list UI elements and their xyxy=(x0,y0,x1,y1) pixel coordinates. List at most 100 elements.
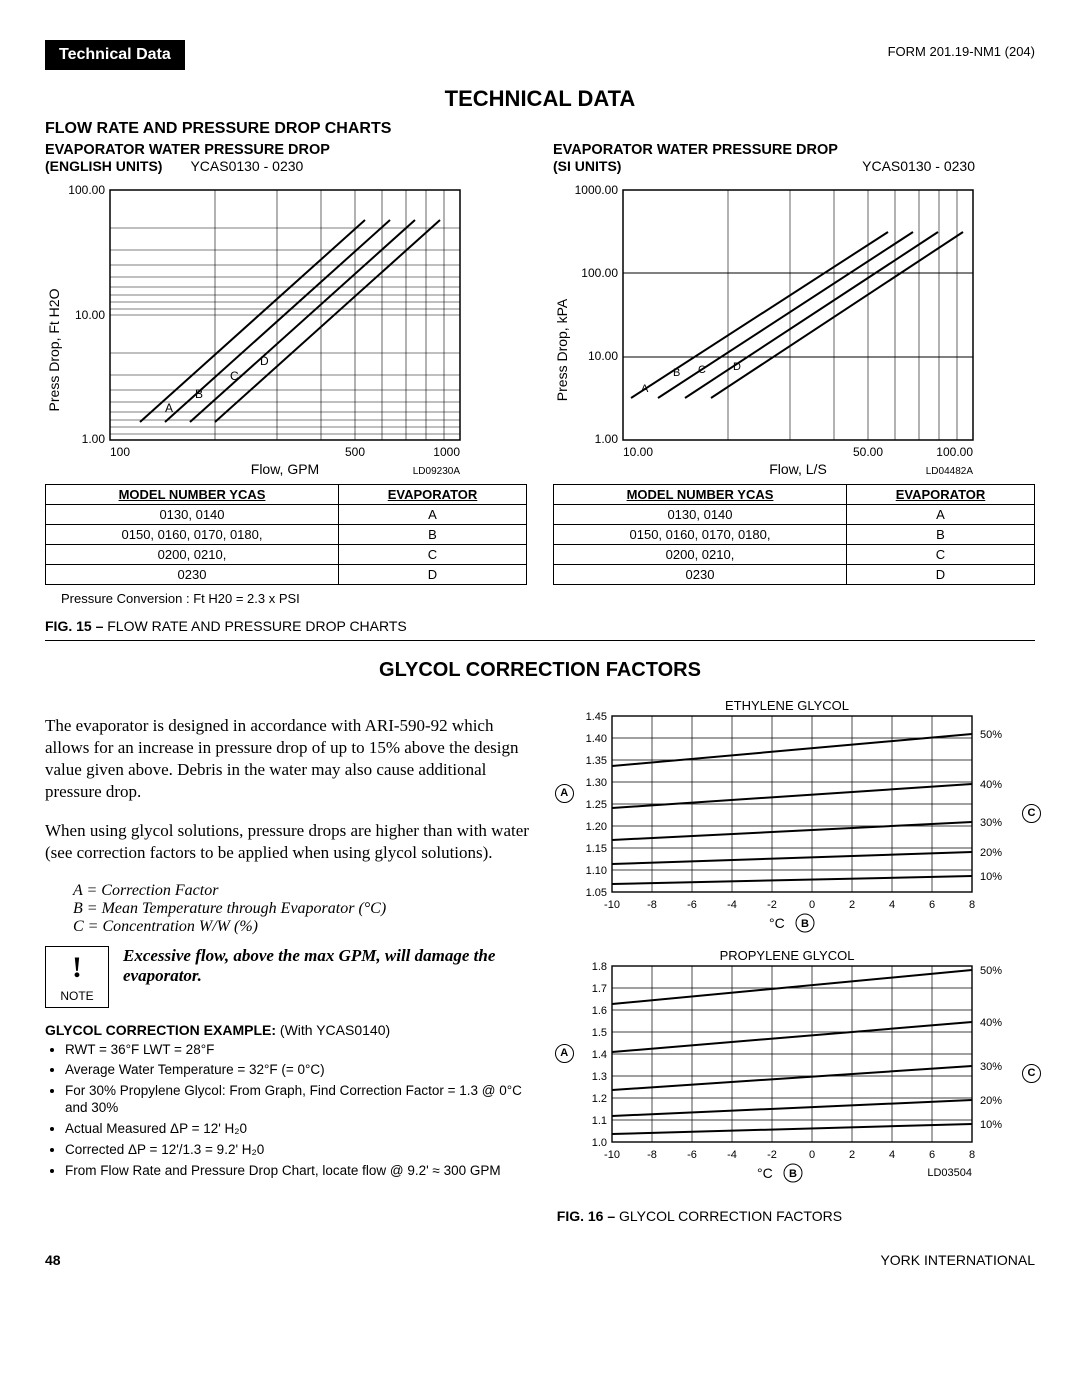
svg-text:Press Drop, Ft H2O: Press Drop, Ft H2O xyxy=(46,288,62,411)
svg-text:-4: -4 xyxy=(727,899,737,911)
svg-text:1.00: 1.00 xyxy=(595,432,619,446)
svg-text:1.05: 1.05 xyxy=(585,887,606,899)
right-units: (SI UNITS) xyxy=(553,158,621,174)
glycol-legend: A = Correction Factor B = Mean Temperatu… xyxy=(73,882,533,936)
left-model-table: MODEL NUMBER YCAS EVAPORATOR 0130, 0140A… xyxy=(45,484,527,585)
svg-text:2: 2 xyxy=(849,899,855,911)
svg-text:1.2: 1.2 xyxy=(591,1093,606,1105)
conversion-note: Pressure Conversion : Ft H20 = 2.3 x PSI xyxy=(61,591,527,606)
svg-text:40%: 40% xyxy=(980,779,1002,791)
svg-text:10%: 10% xyxy=(980,1119,1002,1131)
ethylene-chart: A C ETHYLENE GLYCOL xyxy=(557,698,1035,936)
svg-text:40%: 40% xyxy=(980,1017,1002,1029)
svg-text:10.00: 10.00 xyxy=(588,349,618,363)
left-sub: EVAPORATOR WATER PRESSURE DROP xyxy=(45,142,527,158)
svg-text:2: 2 xyxy=(849,1149,855,1161)
svg-text:-8: -8 xyxy=(647,899,657,911)
glycol-para2: When using glycol solutions, pressure dr… xyxy=(45,820,533,864)
svg-text:Flow, L/S: Flow, L/S xyxy=(769,461,827,477)
svg-text:1.00: 1.00 xyxy=(82,432,106,446)
svg-text:°C: °C xyxy=(769,915,785,931)
svg-text:1.1: 1.1 xyxy=(591,1115,606,1127)
svg-text:30%: 30% xyxy=(980,817,1002,829)
glycol-title: GLYCOL CORRECTION FACTORS xyxy=(45,659,1035,682)
svg-text:1.7: 1.7 xyxy=(591,983,606,995)
svg-text:30%: 30% xyxy=(980,1061,1002,1073)
svg-text:50%: 50% xyxy=(980,729,1002,741)
svg-text:A: A xyxy=(165,401,173,415)
svg-text:-2: -2 xyxy=(767,1149,777,1161)
svg-text:100.00: 100.00 xyxy=(581,266,618,280)
svg-text:LD03504: LD03504 xyxy=(927,1167,972,1179)
svg-text:C: C xyxy=(230,369,239,383)
svg-text:B: B xyxy=(801,918,809,930)
svg-text:1000: 1000 xyxy=(433,445,460,459)
svg-text:50%: 50% xyxy=(980,965,1002,977)
right-chart: Press Drop, kPA xyxy=(553,180,1035,480)
svg-text:1.40: 1.40 xyxy=(585,733,606,745)
note-box: ! NOTE xyxy=(45,946,109,1008)
svg-text:-10: -10 xyxy=(604,899,620,911)
svg-text:4: 4 xyxy=(889,899,895,911)
svg-text:PROPYLENE GLYCOL: PROPYLENE GLYCOL xyxy=(719,948,854,963)
svg-text:B: B xyxy=(789,1168,797,1180)
svg-text:°C: °C xyxy=(757,1165,773,1181)
page-number: 48 xyxy=(45,1252,61,1268)
svg-text:1000.00: 1000.00 xyxy=(575,183,619,197)
svg-text:20%: 20% xyxy=(980,847,1002,859)
svg-text:100.00: 100.00 xyxy=(68,183,105,197)
svg-text:1.8: 1.8 xyxy=(591,961,606,973)
svg-text:-6: -6 xyxy=(687,1149,697,1161)
svg-text:-2: -2 xyxy=(767,899,777,911)
svg-text:10%: 10% xyxy=(980,871,1002,883)
glycol-para1: The evaporator is designed in accordance… xyxy=(45,715,533,803)
svg-text:1.0: 1.0 xyxy=(591,1137,606,1149)
svg-text:1.35: 1.35 xyxy=(585,755,606,767)
svg-text:6: 6 xyxy=(929,1149,935,1161)
svg-text:1.10: 1.10 xyxy=(585,865,606,877)
example-title: GLYCOL CORRECTION EXAMPLE: (With YCAS014… xyxy=(45,1022,533,1038)
svg-text:100: 100 xyxy=(110,445,130,459)
svg-text:4: 4 xyxy=(889,1149,895,1161)
svg-text:1.15: 1.15 xyxy=(585,843,606,855)
svg-text:500: 500 xyxy=(345,445,365,459)
propylene-chart: A C PROPYLENE GLYCOL xyxy=(557,948,1035,1196)
svg-text:D: D xyxy=(260,354,269,368)
footer-brand: YORK INTERNATIONAL xyxy=(880,1252,1035,1268)
left-units: (ENGLISH UNITS) xyxy=(45,158,162,174)
svg-text:10.00: 10.00 xyxy=(623,445,653,459)
svg-text:0: 0 xyxy=(809,899,815,911)
svg-text:1.3: 1.3 xyxy=(591,1071,606,1083)
page-title: TECHNICAL DATA xyxy=(45,86,1035,112)
svg-text:B: B xyxy=(195,387,203,401)
right-model-caption: YCAS0130 - 0230 xyxy=(862,158,975,174)
svg-text:-4: -4 xyxy=(727,1149,737,1161)
th-model: MODEL NUMBER YCAS xyxy=(46,485,339,505)
right-sub: EVAPORATOR WATER PRESSURE DROP xyxy=(553,142,1035,158)
svg-text:50.00: 50.00 xyxy=(853,445,883,459)
svg-text:1.20: 1.20 xyxy=(585,821,606,833)
svg-text:-8: -8 xyxy=(647,1149,657,1161)
svg-text:Flow, GPM: Flow, GPM xyxy=(251,461,319,477)
svg-text:1.45: 1.45 xyxy=(585,711,606,723)
svg-text:Press Drop, kPA: Press Drop, kPA xyxy=(554,298,570,401)
left-chart: Press Drop, Ft H2O xyxy=(45,180,527,480)
right-model-table: MODEL NUMBER YCAS EVAPORATOR 0130, 0140A… xyxy=(553,484,1035,585)
svg-text:B: B xyxy=(673,367,680,379)
fig15-caption: FIG. 15 – FLOW RATE AND PRESSURE DROP CH… xyxy=(45,618,1035,634)
svg-text:1.6: 1.6 xyxy=(591,1005,606,1017)
header-tab: Technical Data xyxy=(45,40,185,70)
svg-text:1.25: 1.25 xyxy=(585,799,606,811)
svg-text:0: 0 xyxy=(809,1149,815,1161)
svg-text:LD04482A: LD04482A xyxy=(926,466,974,477)
svg-text:C: C xyxy=(698,364,706,376)
svg-text:1.4: 1.4 xyxy=(591,1049,606,1061)
fig16-caption: FIG. 16 – GLYCOL CORRECTION FACTORS xyxy=(557,1208,1035,1224)
flow-section-title: FLOW RATE AND PRESSURE DROP CHARTS xyxy=(45,120,1035,138)
svg-text:1.30: 1.30 xyxy=(585,777,606,789)
svg-text:8: 8 xyxy=(969,899,975,911)
example-list: RWT = 36°F LWT = 28°F Average Water Temp… xyxy=(49,1042,533,1180)
svg-text:20%: 20% xyxy=(980,1095,1002,1107)
svg-text:ETHYLENE GLYCOL: ETHYLENE GLYCOL xyxy=(725,698,849,713)
svg-text:1.5: 1.5 xyxy=(591,1027,606,1039)
